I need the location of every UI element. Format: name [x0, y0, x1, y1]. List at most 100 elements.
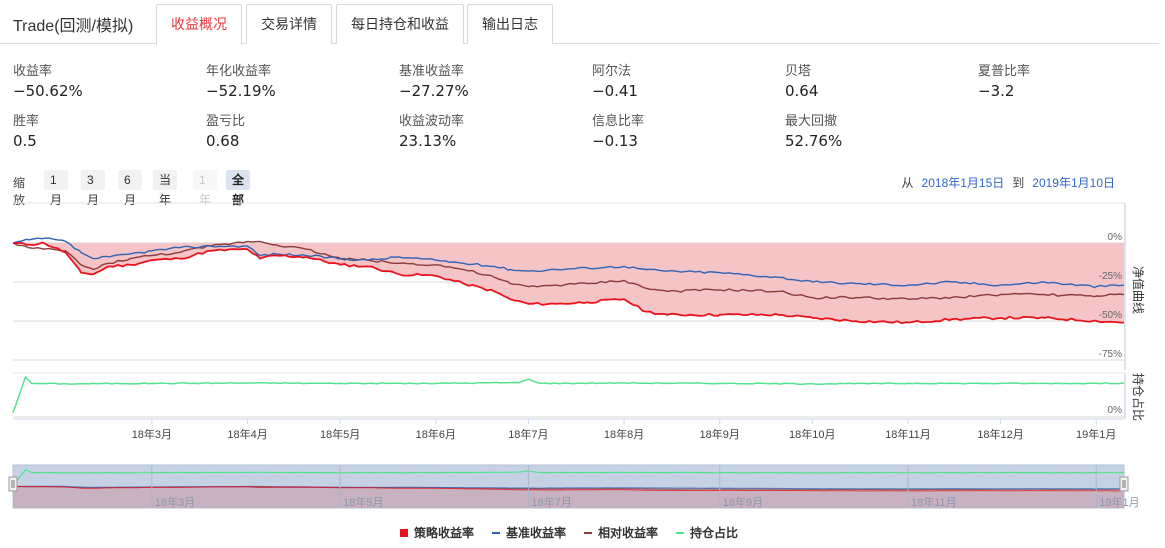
series-line-1 [12, 237, 1125, 289]
metric-information-ratio: 信息比率 −0.13 [592, 110, 772, 150]
navigator-position-line [12, 469, 1125, 486]
metric-label: 阿尔法 [592, 63, 632, 78]
series-line-2 [12, 240, 1125, 301]
y-tick-label: 0% [1108, 232, 1123, 243]
x-tick-label: 18年7月 [508, 427, 548, 441]
tab-overview[interactable]: 收益概况 [156, 4, 242, 45]
metric-profit-loss-ratio: 盈亏比 0.68 [206, 110, 386, 150]
legend-label: 相对收益率 [598, 526, 659, 540]
legend-item-strategy[interactable]: 策略收益率 [400, 524, 474, 541]
metric-beta: 贝塔 0.64 [785, 60, 965, 100]
app-title: Trade(回测/模拟) [13, 18, 134, 35]
metric-label: 盈亏比 [206, 113, 246, 128]
metric-value: 0.64 [785, 82, 819, 100]
chart-legend: 策略收益率 基准收益率 相对收益率 持仓占比 [400, 524, 738, 541]
metric-value: −0.41 [592, 82, 638, 100]
x-tick-label: 18年4月 [227, 427, 267, 441]
metric-label: 年化收益率 [206, 63, 272, 78]
navigator-tick-label: 18年9月 [723, 495, 763, 509]
x-tick-label: 18年10月 [789, 427, 835, 441]
tab-bar-baseline [0, 43, 1159, 44]
tab-output-log[interactable]: 输出日志 [467, 4, 553, 44]
legend-item-relative[interactable]: 相对收益率 [584, 524, 658, 541]
range-to-date[interactable]: 2019年1月10日 [1032, 176, 1115, 190]
metric-value: −0.13 [592, 132, 638, 150]
metric-return: 收益率 −50.62% [13, 60, 193, 100]
tab-daily-positions[interactable]: 每日持仓和收益 [336, 4, 464, 44]
metric-benchmark-return: 基准收益率 −27.27% [399, 60, 579, 100]
zoom-6m-button[interactable]: 6月 [118, 170, 142, 207]
series-line-position [12, 375, 1125, 414]
legend-label: 持仓占比 [690, 526, 739, 540]
zoom-1m-button[interactable]: 1月 [44, 170, 68, 207]
navigator-tick-label: 18年11月 [911, 495, 957, 509]
metric-volatility: 收益波动率 23.13% [399, 110, 579, 150]
navigator-tick-label: 18年3月 [155, 495, 195, 509]
date-range: 从 2018年1月15日到 2019年1月10日 [902, 174, 1123, 191]
metric-max-drawdown: 最大回撤 52.76% [785, 110, 965, 150]
metric-label: 收益率 [13, 63, 53, 78]
navigator-tick-label: 18年5月 [343, 495, 383, 509]
navigator-left-handle[interactable] [8, 476, 18, 492]
metric-sharpe: 夏普比率 −3.2 [978, 60, 1158, 100]
metric-label: 信息比率 [592, 113, 645, 128]
zoom-all-button[interactable]: 全部 [226, 170, 251, 207]
legend-label: 策略收益率 [414, 526, 475, 540]
metric-value: 0.68 [206, 132, 240, 150]
legend-swatch-benchmark [492, 531, 501, 534]
legend-item-position[interactable]: 持仓占比 [676, 524, 738, 541]
metric-value: 0.5 [13, 132, 37, 150]
metric-value: −3.2 [978, 82, 1015, 100]
navigator-tick-label: 18年7月 [531, 495, 571, 509]
metric-value: 52.76% [785, 132, 843, 150]
legend-swatch-strategy [400, 528, 408, 537]
x-tick-label: 18年6月 [416, 427, 456, 441]
tab-trade-details[interactable]: 交易详情 [246, 4, 332, 44]
x-tick-label: 19年1月 [1076, 427, 1116, 441]
metric-value: −50.62% [13, 82, 83, 100]
metric-label: 收益波动率 [399, 113, 465, 128]
metric-label: 最大回撤 [785, 113, 838, 128]
x-tick-label: 18年12月 [977, 427, 1023, 441]
series-line-0 [12, 241, 1125, 325]
metric-label: 贝塔 [785, 63, 812, 78]
x-tick-label: 18年5月 [320, 427, 360, 441]
y-tick-label: 0% [1108, 405, 1123, 416]
navigator-series-1 [12, 485, 1125, 490]
y-tick-label: -25% [1099, 271, 1122, 282]
panel1-axis-title: 净值曲线 [1131, 266, 1146, 314]
tab-bar: Trade(回测/模拟) 收益概况 交易详情 每日持仓和收益 输出日志 [0, 0, 1165, 45]
y-tick-label: -75% [1099, 349, 1122, 360]
navigator-area [13, 486, 1124, 508]
legend-swatch-relative [584, 531, 593, 534]
x-tick-label: 18年11月 [885, 427, 931, 441]
series-layer [12, 237, 1125, 414]
metric-alpha: 阿尔法 −0.41 [592, 60, 772, 100]
metric-label: 胜率 [13, 113, 40, 128]
legend-item-benchmark[interactable]: 基准收益率 [492, 524, 566, 541]
metric-label: 夏普比率 [978, 63, 1031, 78]
x-tick-label: 18年8月 [604, 427, 644, 441]
navigator-tick-label: 19年1月 [1099, 495, 1139, 509]
range-from-label: 从 [901, 176, 914, 190]
range-from-date[interactable]: 2018年1月15日 [921, 176, 1005, 190]
navigator-right-handle[interactable] [1119, 476, 1129, 492]
metric-label: 基准收益率 [399, 63, 465, 78]
metric-value: 23.13% [399, 132, 457, 150]
metric-annual-return: 年化收益率 −52.19% [206, 60, 386, 100]
zoom-3m-button[interactable]: 3月 [81, 170, 105, 207]
y-tick-label: -50% [1099, 310, 1122, 321]
metric-value: −27.27% [399, 82, 469, 100]
range-to-label: 到 [1012, 176, 1025, 190]
zoom-ytd-button[interactable]: 当年 [153, 170, 178, 207]
legend-label: 基准收益率 [506, 526, 567, 540]
x-tick-label: 18年9月 [700, 427, 740, 441]
zoom-1y-button: 1年 [193, 170, 217, 207]
navigator-layer: 18年3月 18年5月 18年7月 18年9月 18年11月 19年1月 [8, 464, 1140, 509]
area-layer [13, 242, 1124, 324]
strategy-area [13, 242, 1124, 324]
legend-swatch-position [676, 531, 685, 534]
metric-win-rate: 胜率 0.5 [13, 110, 193, 150]
